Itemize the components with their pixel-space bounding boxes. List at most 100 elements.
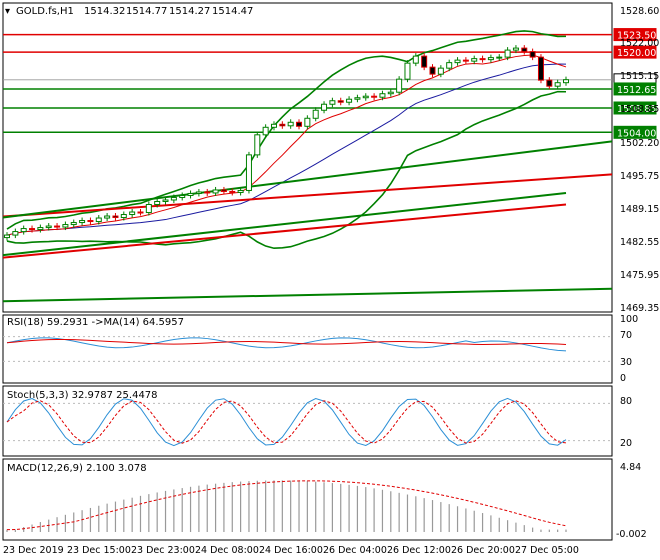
symbol-title: GOLD.fs,H1	[16, 6, 74, 17]
time-tick: 26 Dec 12:00	[387, 545, 451, 556]
price-tick: 1482.55	[620, 237, 659, 248]
candle-body	[312, 109, 319, 119]
candle-body	[254, 134, 261, 156]
candle-body	[79, 220, 86, 224]
candle-body	[471, 58, 478, 62]
macd-signal-line	[6, 480, 567, 531]
price-tick: 1502.20	[620, 138, 659, 149]
moving-average-fast	[6, 54, 567, 236]
candle-body	[137, 211, 144, 214]
price-tag	[613, 82, 657, 96]
candle-body	[387, 91, 394, 95]
menu-triangle-icon[interactable]: ▾	[5, 6, 10, 17]
price-tick: 1508.85	[620, 104, 659, 115]
candle-body	[262, 126, 269, 136]
time-tick: 26 Dec 20:00	[451, 545, 515, 556]
candle-body	[362, 95, 369, 99]
macd-title: MACD(12,26,9) 2.100 3.078	[7, 463, 147, 474]
rsi-pane-frame	[2, 314, 613, 384]
price-tag	[613, 45, 657, 59]
price-tag-label: 1514.47	[617, 76, 656, 87]
candle-body	[496, 56, 503, 59]
candle-body	[279, 123, 286, 127]
stoch-pane-frame	[2, 385, 613, 457]
candle-body	[129, 211, 136, 216]
candle-body	[454, 59, 461, 64]
candle-body	[12, 231, 19, 236]
stoch-title: Stoch(5,3,3) 32.9787 25.4478	[7, 390, 158, 401]
candle-body	[170, 196, 177, 201]
candle-body	[95, 217, 102, 223]
candle-body	[296, 121, 303, 127]
macd-tick: -0.002	[616, 529, 647, 540]
candle-body	[154, 200, 161, 205]
candle-body	[354, 97, 361, 100]
candle-body	[446, 62, 453, 69]
candle-body	[537, 56, 544, 81]
trend-line	[2, 173, 613, 218]
candle-body	[204, 191, 211, 194]
candle-body	[379, 93, 386, 98]
high-value: 1514.77	[126, 6, 167, 17]
candle-body	[462, 59, 469, 62]
price-tag	[613, 101, 657, 115]
candle-body	[504, 49, 511, 58]
price-tick: 1515.15	[620, 71, 659, 82]
candle-body	[229, 190, 236, 193]
candle-body	[304, 117, 311, 127]
macd-layer	[6, 480, 567, 532]
stoch-k-line	[6, 397, 567, 447]
rsi-ma-line	[6, 338, 567, 346]
candle-body	[512, 47, 519, 51]
candle-body	[195, 191, 202, 194]
price-tick: 1522.00	[620, 38, 659, 49]
open-value: 1514.32	[84, 6, 125, 17]
candle-body	[145, 203, 152, 214]
stoch-tick: 20	[620, 438, 632, 449]
trend-line	[2, 140, 613, 219]
time-tick: 24 Dec 08:00	[195, 545, 259, 556]
rsi-title: RSI(18) 59.2931 ->MA(14) 64.5957	[7, 317, 184, 328]
candle-body	[554, 82, 561, 87]
candle-body	[237, 189, 244, 193]
candle-body	[429, 66, 436, 75]
candle-body	[412, 55, 419, 64]
candle-body	[45, 225, 52, 229]
candle-body	[479, 58, 486, 61]
candle-body	[120, 214, 127, 219]
price-tick: 1469.35	[620, 303, 659, 314]
time-tick: 27 Dec 05:00	[515, 545, 579, 556]
candle-body	[112, 215, 119, 219]
candle-body	[70, 222, 77, 226]
price-tag-label: 1504.00	[617, 128, 656, 139]
rsi-tick: 30	[620, 357, 632, 368]
time-tick: 23 Dec 15:00	[67, 545, 131, 556]
candle-body	[421, 55, 428, 68]
price-tag	[613, 125, 657, 139]
time-tick: 23 Dec 23:00	[131, 545, 195, 556]
trend-line	[2, 287, 613, 303]
candle-body	[220, 189, 227, 192]
candle-body	[562, 79, 570, 84]
main-pane-frame	[2, 2, 613, 313]
price-tick: 1528.60	[620, 6, 659, 17]
candle-body	[521, 47, 528, 53]
candle-body	[87, 220, 94, 223]
trend-line	[2, 203, 567, 259]
rsi-tick: 70	[620, 330, 632, 341]
candle-body	[404, 62, 411, 80]
main-layer	[2, 30, 613, 303]
macd-tick: 4.84	[620, 462, 641, 473]
price-tag-label: 1508.85	[617, 104, 656, 115]
stoch-d-line	[6, 400, 567, 444]
candle-body	[270, 123, 277, 128]
candle-body	[487, 57, 494, 61]
low-value: 1514.27	[169, 6, 210, 17]
candle-body	[321, 103, 328, 111]
rsi-layer	[3, 336, 612, 362]
candle-body	[245, 154, 252, 191]
candle-body	[337, 100, 344, 103]
